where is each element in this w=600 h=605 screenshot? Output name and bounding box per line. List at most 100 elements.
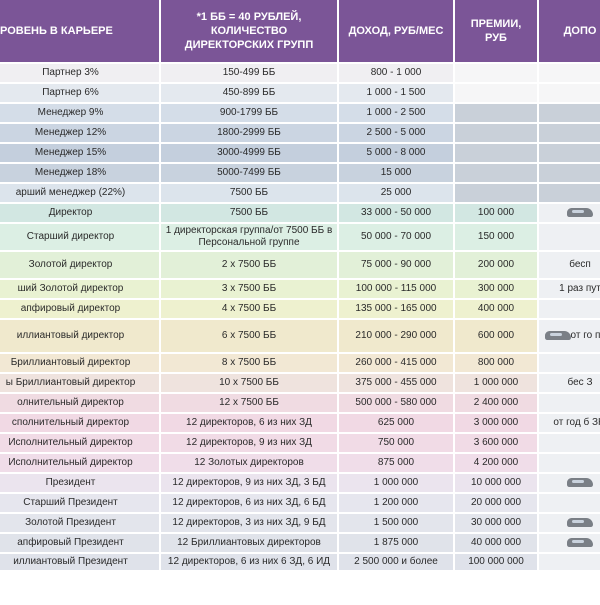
table-row: ы Бриллиантовый директор 10 х 7500 ББ 375 … bbox=[0, 373, 600, 394]
bonus-cell: 100 000 bbox=[454, 203, 539, 224]
groups-cell: 450-899 ББ bbox=[160, 83, 339, 104]
header-groups: *1 ББ = 40 РУБЛЕЙ, КОЛИЧЕСТВО ДИРЕКТОРСК… bbox=[160, 0, 339, 64]
bonus-cell: 100 000 000 bbox=[454, 553, 539, 572]
table-row: Директор 7500 ББ 33 000 - 50 000 100 000 bbox=[0, 203, 600, 224]
career-level-cell: иллиантовый директор bbox=[0, 319, 161, 354]
extra-cell bbox=[538, 353, 600, 374]
table-header-row: РОВЕНЬ В КАРЬЕРЕ *1 ББ = 40 РУБЛЕЙ, КОЛИ… bbox=[0, 0, 600, 64]
table-row: ший Золотой директор 3 х 7500 ББ 100 000 -… bbox=[0, 279, 600, 300]
table-row: Партнер 3% 150-499 ББ 800 - 1 000 bbox=[0, 63, 600, 84]
groups-cell: 12 Бриллиантовых директоров bbox=[160, 533, 339, 554]
income-cell: 5 000 - 8 000 bbox=[338, 143, 455, 164]
bonus-cell bbox=[454, 143, 539, 164]
extra-note: от год б ЗК/ bbox=[553, 417, 600, 428]
extra-note: бесп bbox=[569, 259, 591, 270]
table-row: Бриллиантовый директор 8 х 7500 ББ 260 000… bbox=[0, 353, 600, 374]
career-level-cell: Бриллиантовый директор bbox=[0, 353, 161, 374]
table-row: Старший Президент 12 директоров, 6 из них… bbox=[0, 493, 600, 514]
career-level-cell: Менеджер 12% bbox=[0, 123, 161, 144]
income-cell: 100 000 - 115 000 bbox=[338, 279, 455, 300]
car-icon bbox=[567, 477, 593, 487]
groups-cell: 12 директоров, 6 из них ЗД, 6 БД bbox=[160, 493, 339, 514]
bonus-cell bbox=[454, 123, 539, 144]
bonus-cell bbox=[454, 63, 539, 84]
income-cell: 135 000 - 165 000 bbox=[338, 299, 455, 320]
income-cell: 500 000 - 580 000 bbox=[338, 393, 455, 414]
groups-cell: 3 х 7500 ББ bbox=[160, 279, 339, 300]
bonus-cell: 4 200 000 bbox=[454, 453, 539, 474]
table-row: Менеджер 12% 1800-2999 ББ 2 500 - 5 000 bbox=[0, 123, 600, 144]
extra-cell bbox=[538, 163, 600, 184]
groups-cell: 1 директорская группа/от 7500 ББ в Персо… bbox=[160, 223, 339, 252]
career-level-cell: сполнительный директор bbox=[0, 413, 161, 434]
career-level-cell: Исполнительный директор bbox=[0, 453, 161, 474]
extra-cell bbox=[538, 493, 600, 514]
career-level-cell: Золотой Президент bbox=[0, 513, 161, 534]
income-cell: 1 000 - 2 500 bbox=[338, 103, 455, 124]
income-cell: 1 875 000 bbox=[338, 533, 455, 554]
extra-cell bbox=[538, 513, 600, 534]
extra-cell bbox=[538, 223, 600, 252]
career-level-cell: Президент bbox=[0, 473, 161, 494]
groups-cell: 12 директоров, 3 из них ЗД, 9 БД bbox=[160, 513, 339, 534]
career-level-cell: Директор bbox=[0, 203, 161, 224]
income-cell: 210 000 - 290 000 bbox=[338, 319, 455, 354]
bonus-cell: 3 000 000 bbox=[454, 413, 539, 434]
career-level-cell: иллиантовый Президент bbox=[0, 553, 161, 572]
table-row: иллиантовый Президент 12 директоров, 6 из… bbox=[0, 553, 600, 572]
income-cell: 1 200 000 bbox=[338, 493, 455, 514]
career-level-cell: Партнер 6% bbox=[0, 83, 161, 104]
income-cell: 750 000 bbox=[338, 433, 455, 454]
extra-cell bbox=[538, 83, 600, 104]
bonus-cell: 10 000 000 bbox=[454, 473, 539, 494]
career-level-cell: Золотой директор bbox=[0, 251, 161, 280]
groups-cell: 8 х 7500 ББ bbox=[160, 353, 339, 374]
header-bonus: ПРЕМИИ, РУБ bbox=[454, 0, 539, 64]
car-icon bbox=[544, 330, 571, 340]
career-level-cell: олнительный директор bbox=[0, 393, 161, 414]
income-cell: 625 000 bbox=[338, 413, 455, 434]
extra-cell bbox=[538, 63, 600, 84]
extra-cell bbox=[538, 123, 600, 144]
extra-cell bbox=[538, 433, 600, 454]
extra-cell bbox=[538, 473, 600, 494]
bonus-cell: 3 600 000 bbox=[454, 433, 539, 454]
groups-cell: 10 х 7500 ББ bbox=[160, 373, 339, 394]
table-row: иллиантовый директор 6 х 7500 ББ 210 000 -… bbox=[0, 319, 600, 354]
income-cell: 875 000 bbox=[338, 453, 455, 474]
table-row: Менеджер 15% 3000-4999 ББ 5 000 - 8 000 bbox=[0, 143, 600, 164]
groups-cell: 2 х 7500 ББ bbox=[160, 251, 339, 280]
extra-cell bbox=[538, 393, 600, 414]
career-level-cell: Исполнительный директор bbox=[0, 433, 161, 454]
table-row: Партнер 6% 450-899 ББ 1 000 - 1 500 bbox=[0, 83, 600, 104]
table-row: Старший директор 1 директорская группа/от… bbox=[0, 223, 600, 252]
extra-cell bbox=[538, 553, 600, 572]
extra-cell bbox=[538, 533, 600, 554]
income-cell: 1 000 - 1 500 bbox=[338, 83, 455, 104]
extra-note: 1 раз пут bbox=[559, 283, 600, 294]
header-level: РОВЕНЬ В КАРЬЕРЕ bbox=[0, 0, 161, 64]
extra-note: от го путе bbox=[570, 330, 600, 341]
career-level-cell: арший менеджер (22%) bbox=[0, 183, 161, 204]
career-level-cell: Старший директор bbox=[0, 223, 161, 252]
extra-cell: от год б ЗК/ bbox=[538, 413, 600, 434]
extra-cell bbox=[538, 103, 600, 124]
career-level-cell: Партнер 3% bbox=[0, 63, 161, 84]
groups-cell: 3000-4999 ББ bbox=[160, 143, 339, 164]
extra-cell: бес З bbox=[538, 373, 600, 394]
bonus-cell bbox=[454, 183, 539, 204]
income-cell: 2 500 000 и более bbox=[338, 553, 455, 572]
groups-cell: 12 директоров, 9 из них ЗД, 3 БД bbox=[160, 473, 339, 494]
bonus-cell: 30 000 000 bbox=[454, 513, 539, 534]
groups-cell: 1800-2999 ББ bbox=[160, 123, 339, 144]
career-level-cell: Менеджер 9% bbox=[0, 103, 161, 124]
table-row: Золотой директор 2 х 7500 ББ 75 000 - 90 0… bbox=[0, 251, 600, 280]
car-icon bbox=[567, 517, 593, 527]
career-level-cell: апфировый директор bbox=[0, 299, 161, 320]
car-icon bbox=[567, 537, 593, 547]
bonus-cell: 150 000 bbox=[454, 223, 539, 252]
income-cell: 25 000 bbox=[338, 183, 455, 204]
extra-cell: 1 раз пут bbox=[538, 279, 600, 300]
table-row: Золотой Президент 12 директоров, 3 из них… bbox=[0, 513, 600, 534]
